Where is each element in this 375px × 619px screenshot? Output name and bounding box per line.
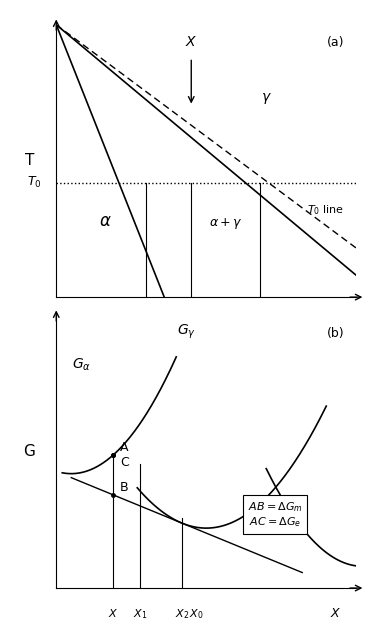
Text: B: B: [120, 481, 129, 494]
Text: A: A: [120, 441, 128, 454]
Text: C: C: [120, 456, 129, 469]
Text: $X_2$: $X_2$: [253, 316, 267, 330]
Text: $X$: $X$: [330, 607, 341, 619]
Text: $G_\alpha$: $G_\alpha$: [72, 357, 91, 373]
Text: $X_0$: $X_0$: [189, 607, 203, 619]
Text: G: G: [23, 444, 35, 459]
Text: $G_\gamma$: $G_\gamma$: [177, 323, 196, 341]
Text: $X_2$: $X_2$: [175, 607, 189, 619]
Text: $T_0$: $T_0$: [27, 175, 41, 190]
Text: $X_0$: $X_0$: [184, 316, 198, 330]
Text: $\gamma$: $\gamma$: [261, 91, 272, 106]
Text: $X$: $X$: [108, 607, 118, 619]
Text: (a): (a): [327, 36, 344, 49]
Text: $AB = \Delta G_m$
$AC = \Delta G_e$: $AB = \Delta G_m$ $AC = \Delta G_e$: [248, 500, 303, 529]
Text: $\alpha$: $\alpha$: [99, 212, 112, 230]
Text: (b): (b): [327, 327, 344, 340]
Text: $X_1$: $X_1$: [133, 607, 147, 619]
Text: $X$: $X$: [185, 35, 197, 50]
Text: $X_1$: $X_1$: [139, 316, 153, 330]
Text: $\alpha + \gamma$: $\alpha + \gamma$: [209, 216, 243, 231]
Text: $X$: $X$: [330, 316, 341, 329]
Text: T: T: [25, 154, 34, 168]
Text: $T_0$ line: $T_0$ line: [307, 203, 344, 217]
